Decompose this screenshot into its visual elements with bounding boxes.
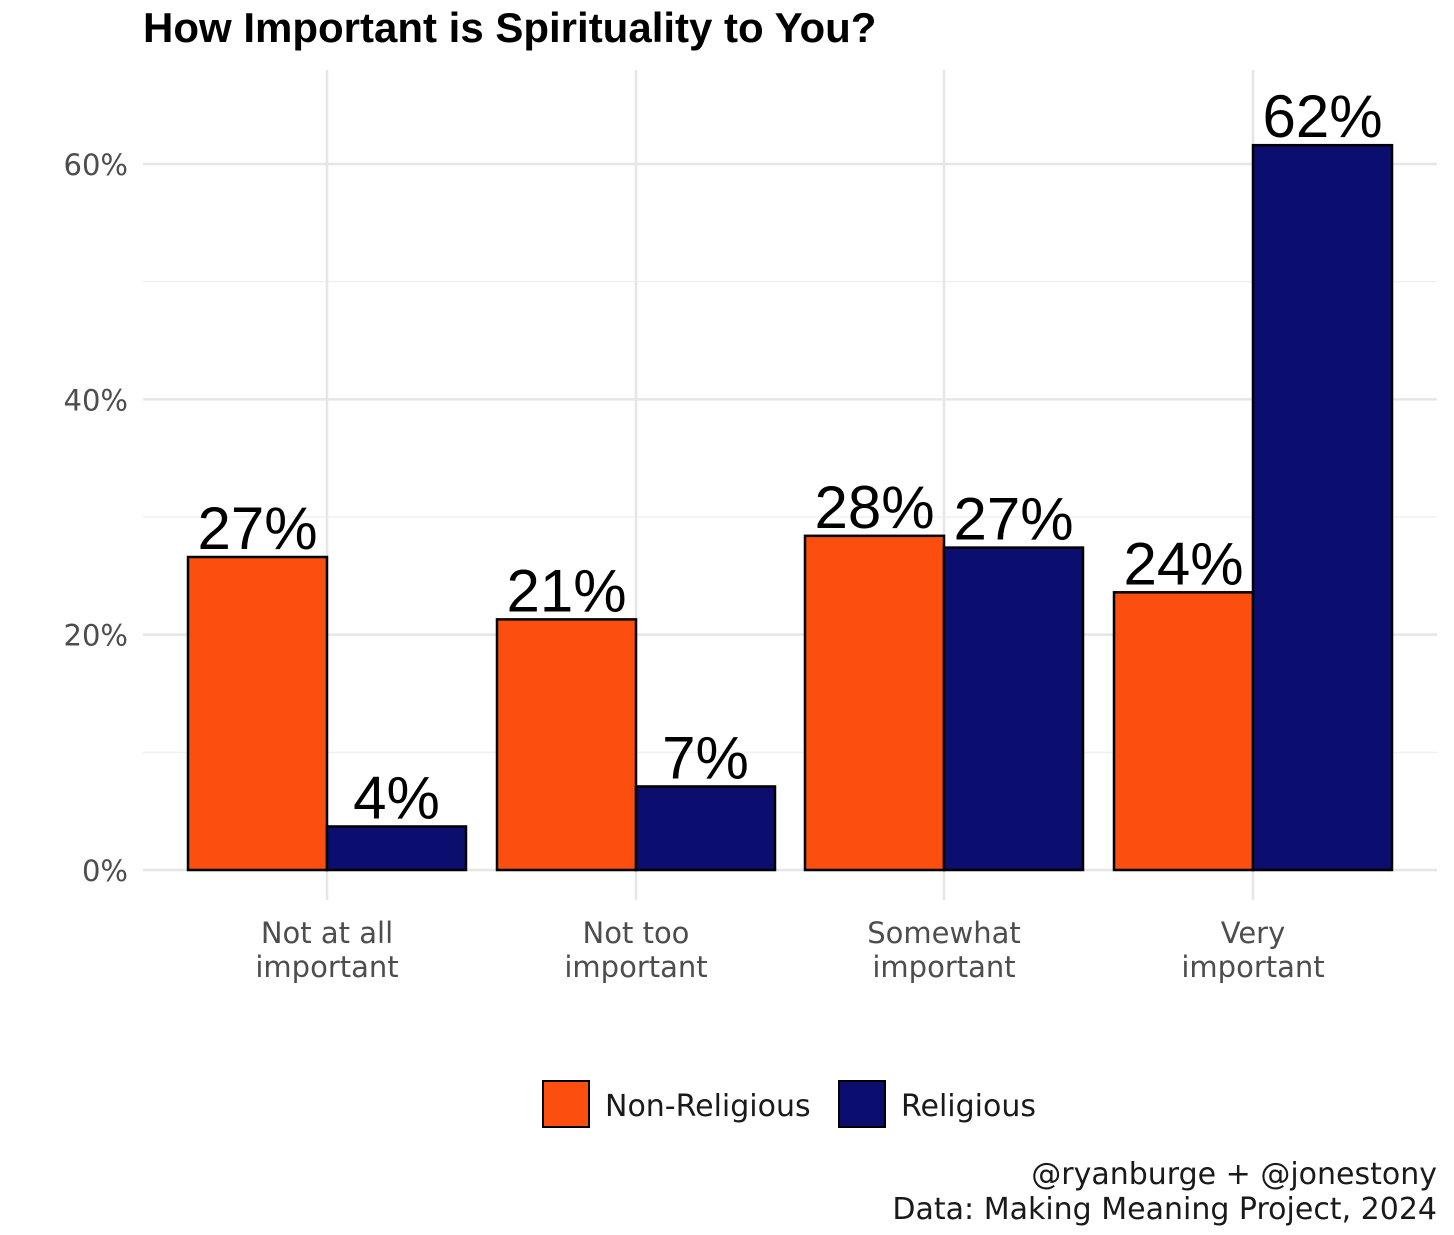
data-label: 24%	[1123, 530, 1243, 597]
y-tick-label: 0%	[82, 854, 128, 888]
data-label: 62%	[1262, 83, 1382, 150]
legend-label-non-religious: Non-Religious	[605, 1089, 811, 1124]
bar-non-religious-4	[1112, 591, 1255, 872]
bar-religious-3	[942, 546, 1085, 872]
data-label: 27%	[197, 495, 317, 562]
bar-religious-4	[1251, 143, 1394, 872]
bars	[186, 143, 1394, 872]
y-tick-label: 60%	[64, 148, 128, 182]
bar-religious-1	[325, 825, 468, 872]
x-tick-label: Very	[1221, 916, 1286, 950]
x-tick-label: Not at all	[261, 916, 393, 950]
data-label: 4%	[353, 764, 440, 831]
caption-source: Data: Making Meaning Project, 2024	[892, 1192, 1437, 1227]
x-tick-label: important	[255, 950, 398, 984]
x-tick-label: Somewhat	[867, 916, 1020, 950]
legend-swatch-religious	[838, 1080, 886, 1128]
y-tick-label: 20%	[64, 619, 128, 653]
y-axis: 0% 20% 40% 60%	[64, 148, 128, 888]
data-label: 27%	[953, 486, 1073, 553]
data-label: 7%	[662, 724, 749, 791]
chart-title: How Important is Spirituality to You?	[143, 4, 876, 51]
x-tick-label: Not too	[583, 916, 690, 950]
legend-label-religious: Religious	[901, 1089, 1036, 1124]
caption-credit: @ryanburge + @jonestony	[1031, 1157, 1437, 1192]
y-tick-label: 40%	[64, 383, 128, 417]
legend-swatch-non-religious	[542, 1080, 590, 1128]
bar-religious-2	[634, 785, 777, 872]
bar-non-religious-3	[803, 534, 946, 872]
bar-non-religious-2	[495, 618, 638, 872]
legend: Non-Religious Religious	[542, 1080, 1036, 1128]
bar-non-religious-1	[186, 555, 329, 872]
data-label: 28%	[814, 474, 934, 541]
x-tick-label: important	[872, 950, 1015, 984]
data-label: 21%	[506, 557, 626, 624]
x-tick-label: important	[1181, 950, 1324, 984]
data-labels: 27% 4% 21% 7% 28% 27% 24% 62%	[197, 83, 1382, 831]
x-tick-label: important	[564, 950, 707, 984]
